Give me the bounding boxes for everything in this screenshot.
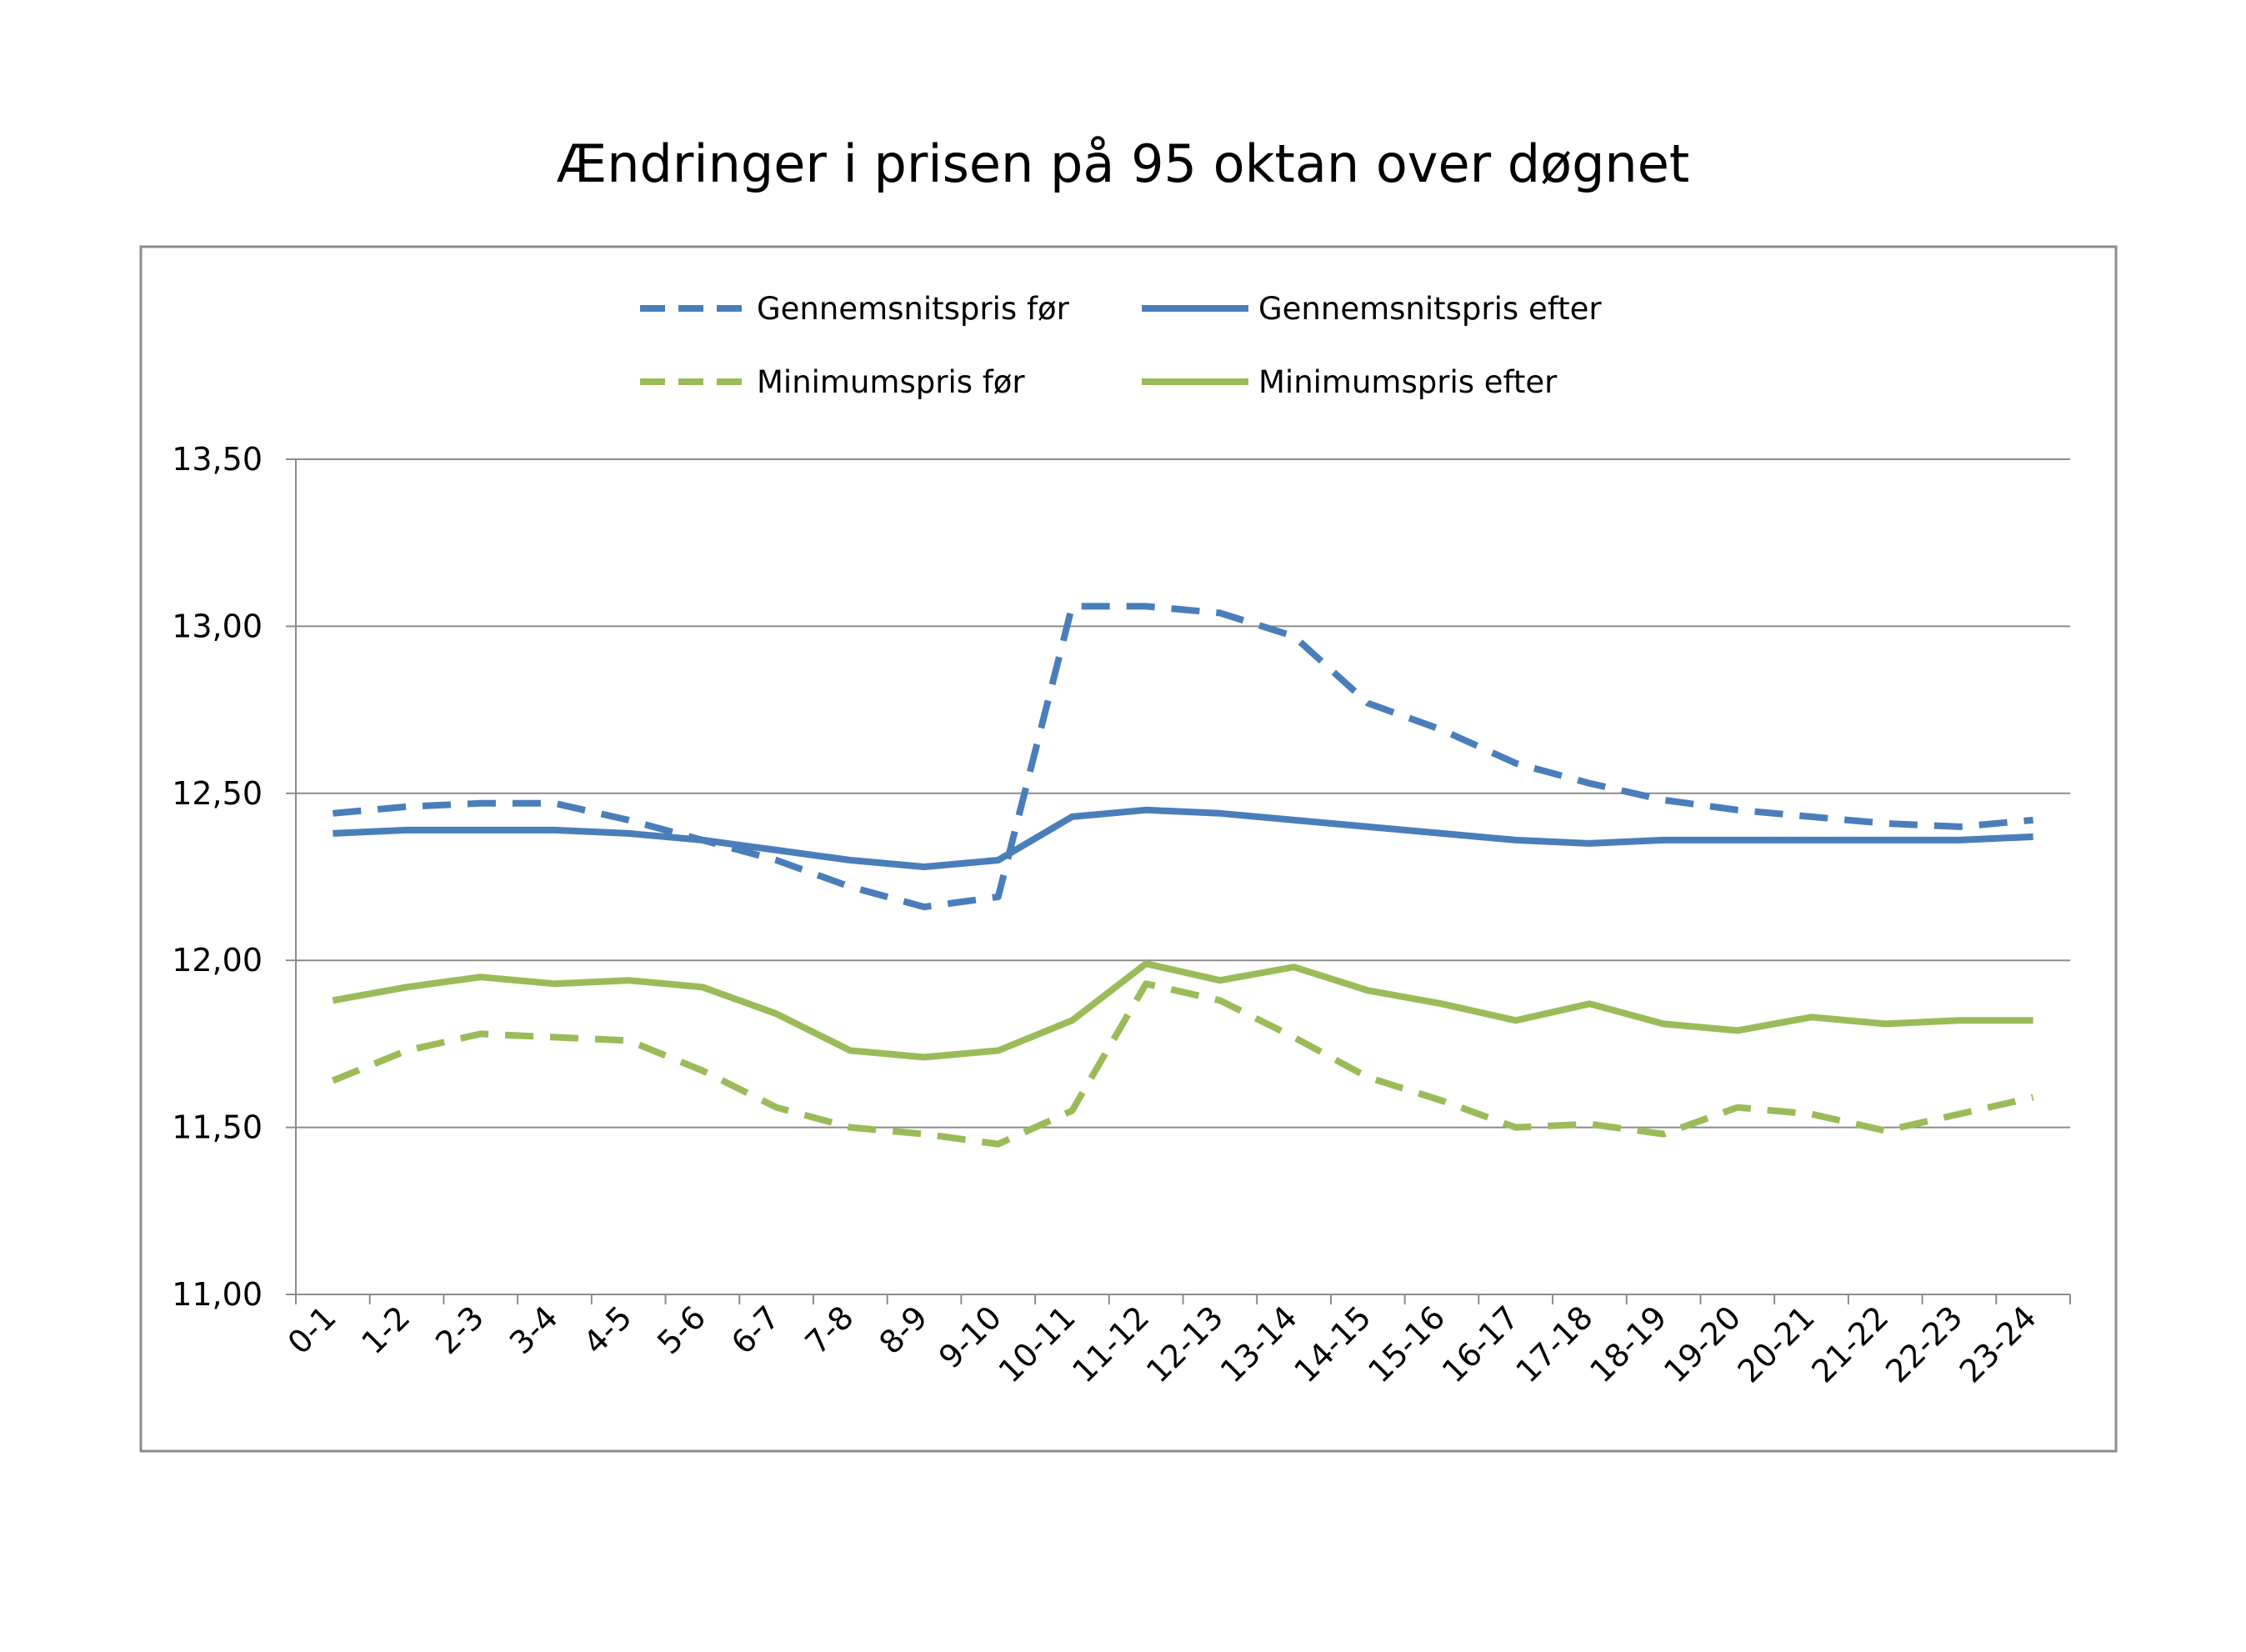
y-tick-label: 12,00 [172, 942, 263, 979]
y-tick-label: 11,50 [172, 1109, 263, 1146]
chart-frame [139, 245, 2118, 1453]
y-tick-label: 11,00 [172, 1276, 263, 1313]
legend-label: Minimumspris før [757, 364, 1025, 400]
legend: Gennemsnitspris før Gennemsnitspris efter… [640, 291, 1602, 400]
series-line [333, 806, 2033, 870]
y-tick-label: 13,50 [172, 441, 263, 478]
y-tick-label: 13,00 [172, 608, 263, 644]
series-line [333, 603, 2033, 911]
chart-title: Ændringer i prisen på 95 oktan over døgn… [556, 133, 1690, 194]
series-line [332, 960, 2033, 1061]
y-tick-label: 12,50 [172, 775, 263, 812]
series-lines [331, 603, 2034, 1148]
legend-label: Minimumspris efter [1258, 364, 1558, 400]
legend-label: Gennemsnitspris efter [1258, 291, 1602, 327]
series-line [331, 980, 2034, 1148]
legend-label: Gennemsnitspris før [757, 291, 1070, 327]
